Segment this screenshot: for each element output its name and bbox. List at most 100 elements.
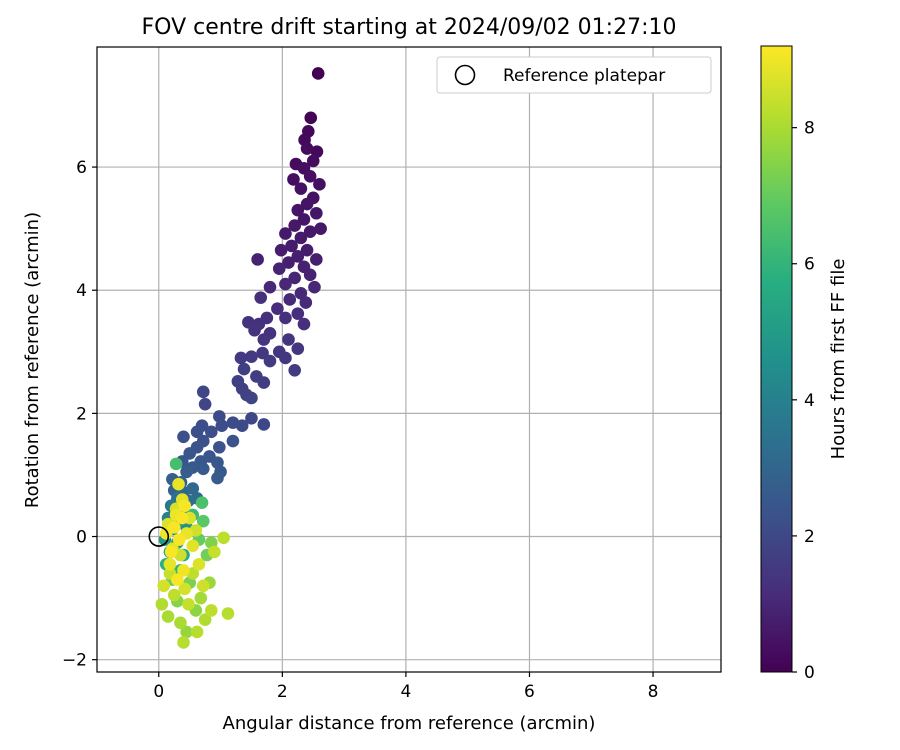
scatter-point bbox=[213, 440, 226, 454]
colorbar-tick-label: 2 bbox=[804, 527, 815, 547]
scatter-point bbox=[272, 262, 286, 275]
scatter-points bbox=[155, 67, 327, 649]
scatter-point bbox=[279, 311, 292, 325]
scatter-point bbox=[204, 425, 218, 439]
scatter-point bbox=[297, 213, 311, 226]
scatter-point bbox=[196, 462, 210, 476]
scatter-point bbox=[303, 225, 317, 239]
scatter-point bbox=[190, 425, 204, 439]
scatter-point bbox=[177, 636, 190, 649]
scatter-point bbox=[288, 363, 302, 377]
x-axis-ticks: 0 2 4 6 8 bbox=[153, 672, 658, 702]
colorbar-tick-label: 4 bbox=[804, 391, 815, 411]
colorbar-tick-label: 8 bbox=[804, 119, 815, 139]
scatter-point bbox=[279, 351, 292, 365]
scatter-point bbox=[282, 256, 295, 269]
scatter-point bbox=[215, 419, 229, 432]
legend: Reference platepar bbox=[436, 56, 712, 94]
scatter-point bbox=[196, 514, 210, 528]
scatter-point bbox=[257, 418, 271, 431]
scatter-point bbox=[196, 385, 210, 399]
scatter-point bbox=[291, 342, 305, 356]
scatter-point bbox=[180, 465, 193, 479]
scatter-point bbox=[254, 291, 268, 304]
scatter-point bbox=[291, 250, 305, 263]
scatter-point bbox=[271, 302, 284, 315]
scatter-point bbox=[300, 243, 314, 257]
scatter-point bbox=[192, 557, 206, 571]
scatter-point bbox=[300, 197, 314, 211]
colorbar: 0 2 4 6 8 Hours from first FF file bbox=[760, 45, 849, 683]
scatter-point bbox=[303, 268, 317, 282]
scatter-point bbox=[306, 154, 320, 168]
colorbar-gradient bbox=[760, 45, 793, 673]
scatter-point bbox=[175, 511, 189, 525]
scatter-point bbox=[256, 346, 269, 360]
scatter-point bbox=[226, 434, 240, 448]
scatter-point bbox=[304, 111, 318, 125]
scatter-point bbox=[310, 206, 323, 220]
y-axis-ticks: −2 0 2 4 6 bbox=[62, 158, 97, 671]
scatter-point bbox=[300, 142, 314, 155]
scatter-point bbox=[237, 362, 251, 376]
scatter-point bbox=[172, 533, 186, 546]
scatter-point bbox=[291, 307, 305, 320]
scatter-point bbox=[198, 397, 212, 411]
scatter-point bbox=[288, 219, 302, 232]
scatter-point bbox=[303, 170, 317, 183]
scatter-point bbox=[183, 447, 196, 460]
legend-box bbox=[436, 56, 712, 94]
scatter-point bbox=[174, 616, 187, 630]
x-axis-label: Angular distance from reference (arcmin) bbox=[223, 713, 596, 734]
scatter-point bbox=[283, 293, 297, 306]
scatter-point bbox=[217, 531, 230, 545]
scatter-point bbox=[180, 625, 193, 639]
scatter-point bbox=[221, 607, 235, 620]
scatter-point bbox=[245, 391, 258, 405]
scatter-point bbox=[178, 499, 192, 513]
legend-label: Reference platepar bbox=[503, 66, 665, 86]
scatter-point bbox=[178, 582, 192, 596]
scatter-point bbox=[208, 545, 221, 559]
reference-point bbox=[148, 526, 170, 547]
scatter-point bbox=[274, 243, 288, 257]
scatter-point bbox=[204, 604, 218, 617]
scatter-point bbox=[182, 597, 195, 611]
scatter-point bbox=[297, 317, 311, 331]
plot-frame bbox=[96, 46, 722, 673]
scatter-point bbox=[157, 579, 171, 593]
y-axis-label: Rotation from reference (arcmin) bbox=[22, 212, 43, 508]
scatter-point bbox=[294, 231, 308, 245]
scatter-point bbox=[163, 557, 177, 571]
x-tick-label: 4 bbox=[400, 682, 411, 702]
x-tick-label: 2 bbox=[277, 682, 288, 702]
scatter-point bbox=[198, 613, 212, 626]
scatter-point bbox=[190, 625, 204, 639]
scatter-point bbox=[282, 333, 295, 346]
colorbar-tick-label: 0 bbox=[804, 663, 815, 683]
chart-title: FOV centre drift starting at 2024/09/02 … bbox=[142, 15, 677, 40]
scatter-point bbox=[299, 296, 313, 309]
scatter-point bbox=[263, 354, 277, 368]
scatter-point bbox=[310, 253, 323, 266]
scatter-point bbox=[248, 323, 261, 337]
scatter-point bbox=[172, 477, 185, 491]
y-tick-label: −2 bbox=[62, 651, 87, 671]
scatter-point bbox=[177, 564, 190, 577]
scatter-point bbox=[291, 203, 305, 217]
scatter-point bbox=[257, 376, 271, 389]
scatter-point bbox=[279, 277, 292, 291]
scatter-point bbox=[308, 280, 321, 294]
scatter-point bbox=[288, 271, 302, 285]
reference-platepar-marker bbox=[148, 526, 170, 547]
scatter-point bbox=[195, 496, 209, 509]
scatter-point bbox=[245, 350, 258, 364]
scatter-point bbox=[164, 545, 178, 559]
legend-marker bbox=[454, 64, 476, 86]
scatter-point bbox=[169, 457, 183, 471]
scatter-point bbox=[226, 416, 240, 429]
colorbar-ticks: 0 2 4 6 8 bbox=[792, 119, 815, 683]
scatter-point bbox=[234, 351, 248, 365]
x-tick-label: 0 bbox=[153, 682, 164, 702]
